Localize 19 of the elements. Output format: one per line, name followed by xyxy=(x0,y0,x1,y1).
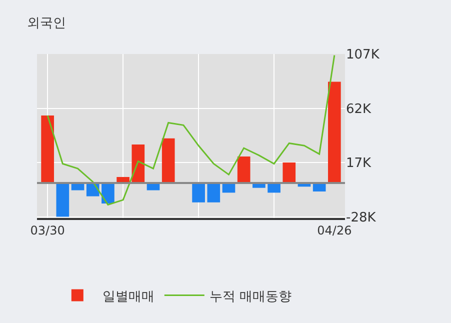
bar xyxy=(41,116,54,184)
bar xyxy=(328,82,341,184)
y-tick-label: -28K xyxy=(346,210,376,226)
bar xyxy=(162,138,175,184)
y-tick-label: 107K xyxy=(346,48,380,63)
legend-label: 일별매매 xyxy=(102,289,154,304)
bar xyxy=(282,162,296,184)
legend-label: 누적 매매동향 xyxy=(209,289,292,304)
chart-title: 외국인 xyxy=(27,16,66,32)
line-series xyxy=(46,54,336,206)
bar xyxy=(56,183,70,217)
bar xyxy=(192,183,205,202)
x-tick-label: 03/30 xyxy=(30,223,65,238)
x-tick-label: 04/26 xyxy=(317,223,352,238)
bar xyxy=(132,144,145,184)
bar xyxy=(237,156,250,184)
y-tick-label: 17K xyxy=(346,156,372,172)
y-tick-label: 62K xyxy=(346,102,372,117)
bar xyxy=(207,183,220,202)
